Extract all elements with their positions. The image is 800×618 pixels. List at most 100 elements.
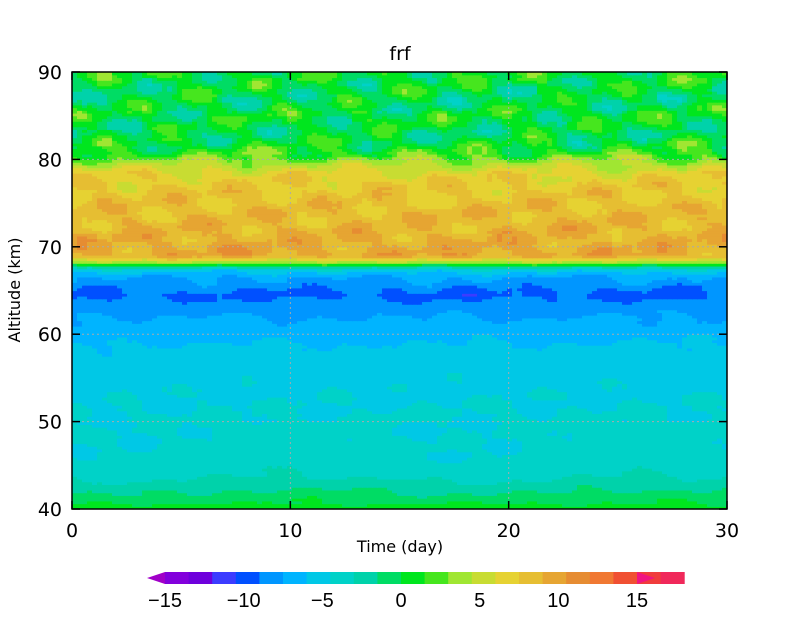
contour-cell — [457, 407, 463, 412]
contour-cell — [512, 473, 518, 477]
contour-cell — [467, 421, 473, 425]
contour-cell — [497, 500, 503, 505]
contour-cell — [452, 481, 458, 486]
contour-cell — [427, 465, 433, 469]
contour-cell — [292, 470, 298, 475]
contour-cell — [197, 487, 203, 491]
contour-cell — [252, 465, 258, 469]
contour-cell — [117, 405, 123, 409]
contour-cell — [232, 476, 238, 480]
contour-cell — [502, 489, 508, 494]
contour-cell — [107, 443, 113, 447]
contour-cell — [637, 470, 643, 475]
contour-cell — [602, 429, 608, 434]
contour-cell — [672, 489, 678, 494]
contour-cell — [592, 492, 598, 496]
contour-cell — [122, 462, 128, 466]
contour-cell — [667, 410, 673, 415]
contour-cell — [612, 492, 618, 496]
contour-cell — [492, 476, 498, 480]
contour-cell — [417, 495, 423, 499]
contour-cell — [172, 405, 178, 409]
contour-cell — [192, 500, 198, 505]
contour-cell — [492, 424, 498, 428]
contour-cell — [507, 462, 513, 466]
contour-cell — [97, 492, 103, 496]
contour-cell — [552, 421, 558, 425]
contour-cell — [457, 421, 463, 425]
contour-cell — [582, 465, 588, 469]
contour-cell — [677, 484, 683, 488]
contour-cell — [347, 459, 353, 464]
contour-cell — [227, 484, 233, 488]
contour-cell — [537, 413, 543, 417]
contour-cell — [707, 424, 713, 428]
contour-cell — [122, 481, 128, 486]
contour-cell — [182, 437, 188, 442]
contour-cell — [127, 421, 133, 425]
contour-cell — [122, 465, 128, 469]
contour-cell — [182, 465, 188, 469]
contour-cell — [177, 446, 183, 450]
contour-cell — [602, 478, 608, 483]
contour-cell — [307, 424, 313, 428]
contour-cell — [532, 489, 538, 494]
contour-cell — [87, 465, 93, 469]
contour-cell — [722, 457, 727, 461]
contour-cell — [447, 451, 453, 455]
contour-cell — [497, 498, 503, 502]
contour-cell — [517, 435, 523, 439]
contour-cell — [637, 489, 643, 494]
contour-cell — [267, 454, 273, 458]
contour-cell — [457, 446, 463, 450]
contour-cell — [562, 457, 568, 461]
contour-cell — [442, 476, 448, 480]
contour-cell — [442, 421, 448, 425]
contour-cell — [527, 416, 533, 420]
contour-cell — [117, 429, 123, 434]
contour-cell — [162, 495, 168, 499]
contour-cell — [607, 457, 613, 461]
contour-cell — [97, 448, 103, 453]
contour-cell — [387, 498, 393, 502]
contour-cell — [492, 416, 498, 420]
contour-cell — [647, 413, 653, 417]
contour-cell — [677, 435, 683, 439]
contour-cell — [352, 476, 358, 480]
contour-cell — [512, 413, 518, 417]
contour-cell — [547, 448, 553, 453]
contour-cell — [567, 440, 573, 445]
contour-cell — [532, 457, 538, 461]
contour-cell — [572, 427, 578, 431]
contour-cell — [592, 413, 598, 417]
contour-cell — [722, 407, 727, 412]
contour-cell — [547, 424, 553, 428]
contour-cell — [537, 476, 543, 480]
contour-cell — [387, 424, 393, 428]
contour-cell — [82, 484, 88, 488]
contour-cell — [537, 495, 543, 499]
contour-cell — [547, 465, 553, 469]
contour-cell — [697, 454, 703, 458]
contour-cell — [382, 421, 388, 425]
contour-cell — [297, 435, 303, 439]
contour-cell — [707, 484, 713, 488]
contour-cell — [237, 446, 243, 450]
contour-cell — [417, 424, 423, 428]
contour-cell — [162, 432, 168, 436]
contour-cell — [537, 489, 543, 494]
contour-cell — [322, 470, 328, 475]
contour-cell — [302, 440, 308, 445]
contour-cell — [372, 429, 378, 434]
contour-cell — [537, 457, 543, 461]
contour-cell — [212, 487, 218, 491]
contour-cell — [692, 421, 698, 425]
contour-cell — [312, 476, 318, 480]
contour-cell — [222, 440, 228, 445]
contour-cell — [332, 437, 338, 442]
contour-cell — [387, 473, 393, 477]
contour-cell — [527, 448, 533, 453]
contour-cell — [392, 435, 398, 439]
contour-cell — [102, 481, 108, 486]
contour-cell — [412, 478, 418, 483]
